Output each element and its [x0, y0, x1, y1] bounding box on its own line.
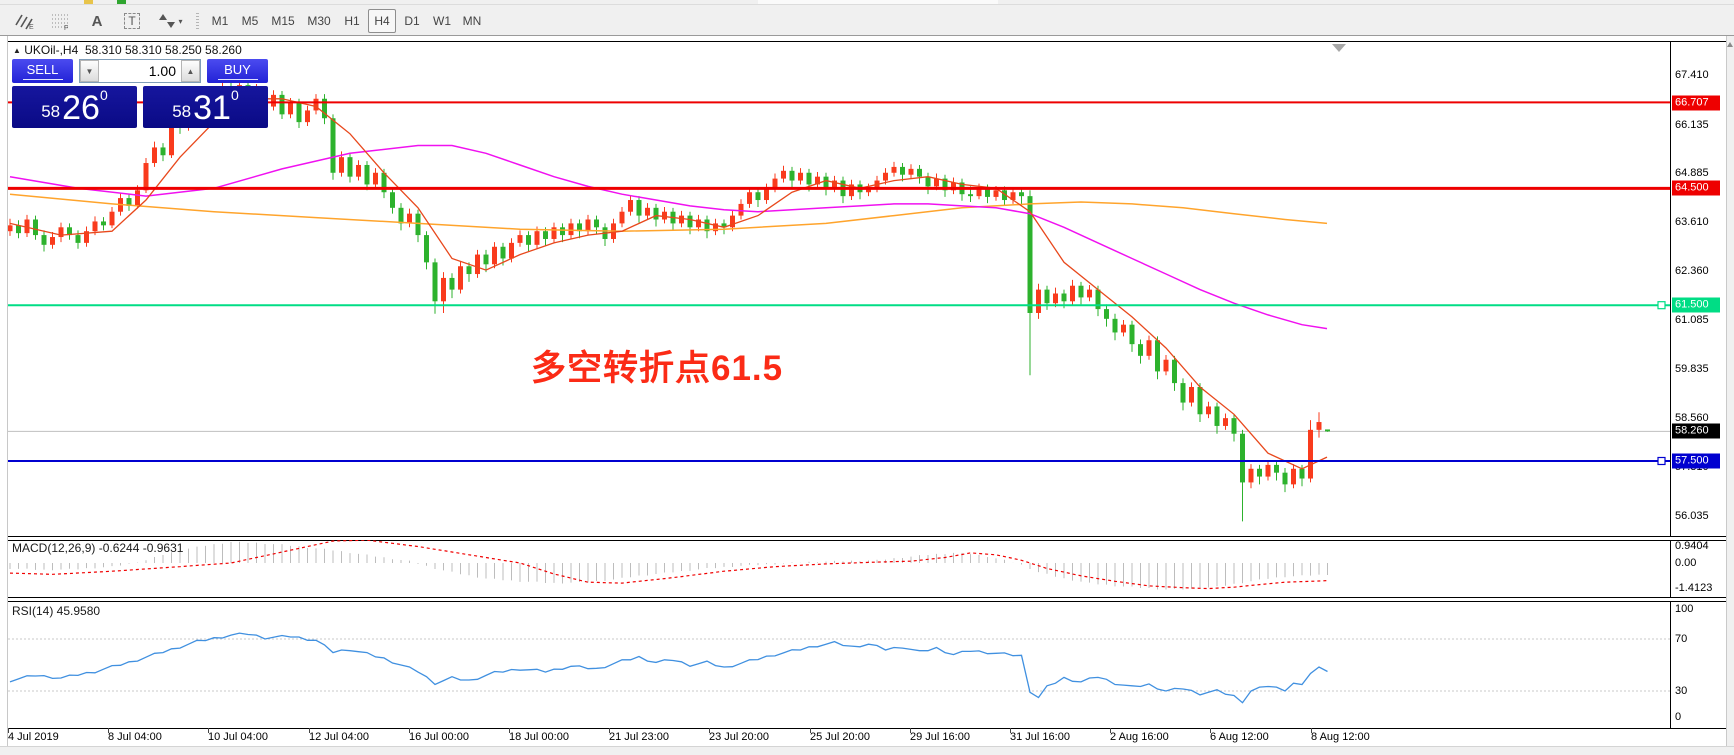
time-axis-label: 29 Jul 16:00 — [910, 731, 970, 743]
rsi-pane[interactable] — [8, 601, 1726, 729]
rsi-scale-label: 0 — [1675, 711, 1682, 723]
macd-scale-label: -1.4123 — [1675, 582, 1713, 594]
timeframe-button-m30[interactable]: M30 — [307, 14, 331, 28]
collapse-icon: ▲ — [13, 46, 21, 55]
arrows-tool-icon[interactable]: ▾ — [152, 9, 190, 33]
vertical-scrollbar[interactable] — [1726, 36, 1734, 746]
chart-shift-marker-icon[interactable] — [1332, 44, 1346, 52]
price-level-chip: 61.500 — [1672, 297, 1720, 313]
rsi-scale-label: 70 — [1675, 633, 1688, 645]
price-axis-label: 56.035 — [1675, 510, 1709, 522]
time-axis-label: 12 Jul 04:00 — [309, 731, 369, 743]
price-axis-label: 63.610 — [1675, 216, 1709, 228]
price-axis-label: 66.135 — [1675, 119, 1709, 131]
time-axis-label: 10 Jul 04:00 — [208, 731, 268, 743]
macd-pane[interactable] — [8, 540, 1726, 597]
toolbar-fragment — [758, 0, 998, 4]
volume-decrease-button[interactable]: ▼ — [80, 60, 99, 82]
timeframe-button-h1[interactable]: H1 — [344, 14, 360, 28]
price-axis-label: 64.885 — [1675, 167, 1709, 179]
timeframe-button-m5[interactable]: M5 — [241, 14, 259, 28]
symbol-ohlc-text: UKOil-,H4 58.310 58.310 58.250 58.260 — [24, 43, 242, 57]
time-axis-label: 8 Jul 04:00 — [108, 731, 162, 743]
macd-indicator-readout: MACD(12,26,9) -0.6244 -0.9631 — [12, 541, 184, 555]
time-axis-label: 16 Jul 00:00 — [409, 731, 469, 743]
text-tool-icon[interactable]: A — [91, 12, 103, 30]
dropdown-caret-icon: ▾ — [178, 16, 183, 26]
macd-scale-label: 0.00 — [1675, 557, 1697, 569]
price-level-chip: 66.707 — [1672, 95, 1720, 111]
time-axis-label: 31 Jul 16:00 — [1010, 731, 1070, 743]
time-axis-label: 2 Aug 16:00 — [1110, 731, 1169, 743]
time-axis-label: 6 Aug 12:00 — [1210, 731, 1269, 743]
ask-price-tile[interactable]: 58 31 0 — [143, 86, 268, 128]
buy-button[interactable]: BUY — [207, 59, 268, 83]
time-axis-label: 21 Jul 23:00 — [609, 731, 669, 743]
time-axis-label: 23 Jul 20:00 — [709, 731, 769, 743]
rsi-scale-label: 100 — [1675, 603, 1694, 615]
bid-price-tile[interactable]: 58 26 0 — [12, 86, 137, 128]
toolbar-fragment — [117, 0, 126, 4]
timeframe-button-h4[interactable]: H4 — [368, 9, 396, 33]
volume-increase-button[interactable]: ▲ — [181, 60, 200, 82]
time-axis-label: 4 Jul 2019 — [8, 731, 59, 743]
chart-symbol-readout: ▲ UKOil-,H4 58.310 58.310 58.250 58.260 — [13, 43, 242, 57]
toolbar-fragment — [84, 0, 93, 4]
price-level-chip: 64.500 — [1672, 180, 1720, 196]
timeframe-button-m1[interactable]: M1 — [211, 14, 229, 28]
price-axis-label: 61.085 — [1675, 314, 1709, 326]
sell-button[interactable]: SELL — [12, 59, 73, 83]
time-axis-label: 25 Jul 20:00 — [810, 731, 870, 743]
svg-text:E: E — [29, 24, 34, 30]
timeframe-button-d1[interactable]: D1 — [404, 14, 420, 28]
main-toolbar: E F A T ▾ M1 M5 M15 M30 H1 H4 D1 W1 MN — [0, 5, 1734, 36]
volume-stepper: ▼ ▲ — [79, 59, 201, 83]
price-axis-label: 59.835 — [1675, 363, 1709, 375]
cutoff-toolbar-strip — [0, 0, 1734, 5]
timeframe-button-m15[interactable]: M15 — [271, 14, 295, 28]
rsi-scale-label: 30 — [1675, 685, 1688, 697]
time-axis-label: 8 Aug 12:00 — [1311, 731, 1370, 743]
text-label-tool-icon[interactable]: T — [118, 9, 146, 33]
toolbar-grip[interactable] — [196, 13, 199, 29]
time-axis-strip[interactable] — [8, 729, 1726, 746]
status-bar-strip — [0, 746, 1734, 755]
price-axis-label: 67.410 — [1675, 69, 1709, 81]
scroll-up-icon[interactable] — [1727, 42, 1733, 47]
svg-text:F: F — [64, 25, 68, 30]
timeframe-button-w1[interactable]: W1 — [433, 14, 451, 28]
rsi-indicator-readout: RSI(14) 45.9580 — [12, 604, 101, 618]
chart-annotation-text: 多空转折点61.5 — [531, 349, 784, 388]
time-axis-label: 18 Jul 00:00 — [509, 731, 569, 743]
price-axis-label: 58.560 — [1675, 412, 1709, 424]
elliott-wave-tool-icon[interactable]: E — [10, 9, 40, 33]
macd-scale-label: 0.9404 — [1675, 540, 1709, 552]
price-level-chip: 57.500 — [1672, 453, 1720, 469]
window-left-edge — [7, 36, 8, 746]
fibonacci-grid-tool-icon[interactable]: F — [46, 9, 76, 33]
volume-input[interactable] — [99, 60, 181, 82]
price-level-chip: 58.260 — [1672, 423, 1720, 439]
price-axis-label: 62.360 — [1675, 265, 1709, 277]
timeframe-button-mn[interactable]: MN — [462, 14, 482, 28]
